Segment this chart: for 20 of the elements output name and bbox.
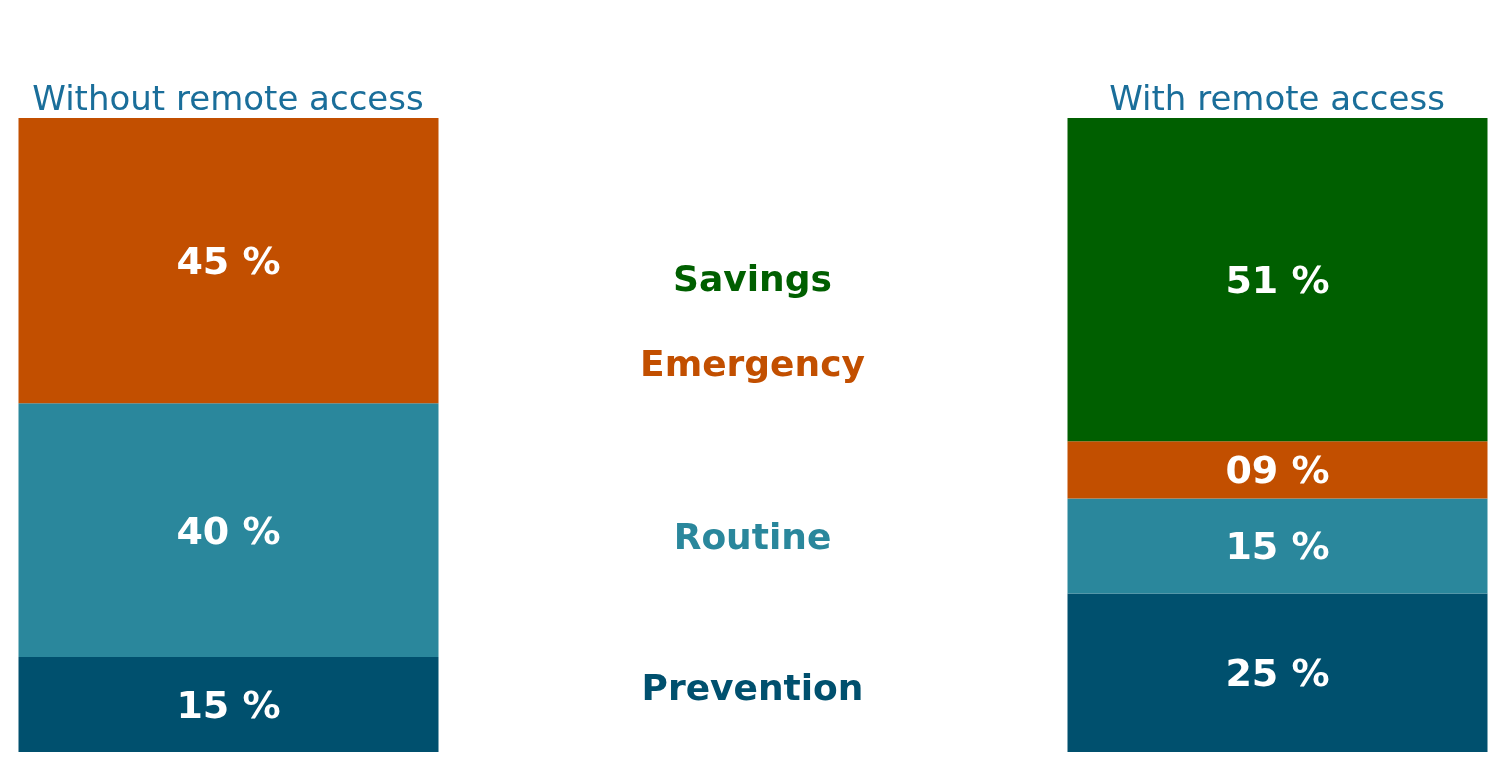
bar (1067, 118, 1488, 442)
data-label: 15 % (1225, 524, 1330, 569)
bar (18, 118, 439, 404)
data-label: 51 % (1225, 258, 1330, 303)
text: Emergency (640, 343, 865, 385)
text: Routine (673, 516, 832, 558)
bar (1067, 593, 1488, 752)
bar (18, 656, 439, 752)
bar (1067, 498, 1488, 594)
data-label: 25 % (1225, 651, 1330, 696)
text: Prevention (641, 666, 864, 708)
bar (18, 403, 439, 657)
data-label: 45 % (176, 239, 281, 284)
text: Savings (673, 257, 832, 299)
data-label: 40 % (176, 508, 281, 553)
x-tick-label: Without remote access (32, 78, 424, 118)
x-tick-label: With remote access (1109, 78, 1445, 118)
bar (1067, 441, 1488, 499)
data-label: 09 % (1225, 448, 1330, 493)
data-label: 15 % (176, 682, 281, 727)
